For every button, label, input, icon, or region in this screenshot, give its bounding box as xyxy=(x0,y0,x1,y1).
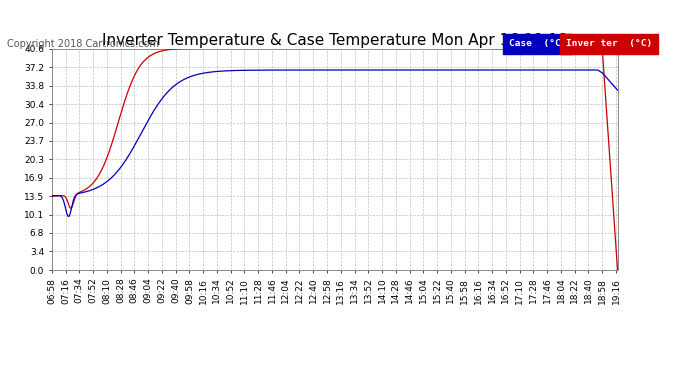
Title: Inverter Temperature & Case Temperature Mon Apr 16 19:18: Inverter Temperature & Case Temperature … xyxy=(102,33,567,48)
Text: Copyright 2018 Cartronics.com: Copyright 2018 Cartronics.com xyxy=(7,39,159,50)
Text: Case  (°C): Case (°C) xyxy=(509,39,566,48)
Text: Inver ter  (°C): Inver ter (°C) xyxy=(566,39,652,48)
